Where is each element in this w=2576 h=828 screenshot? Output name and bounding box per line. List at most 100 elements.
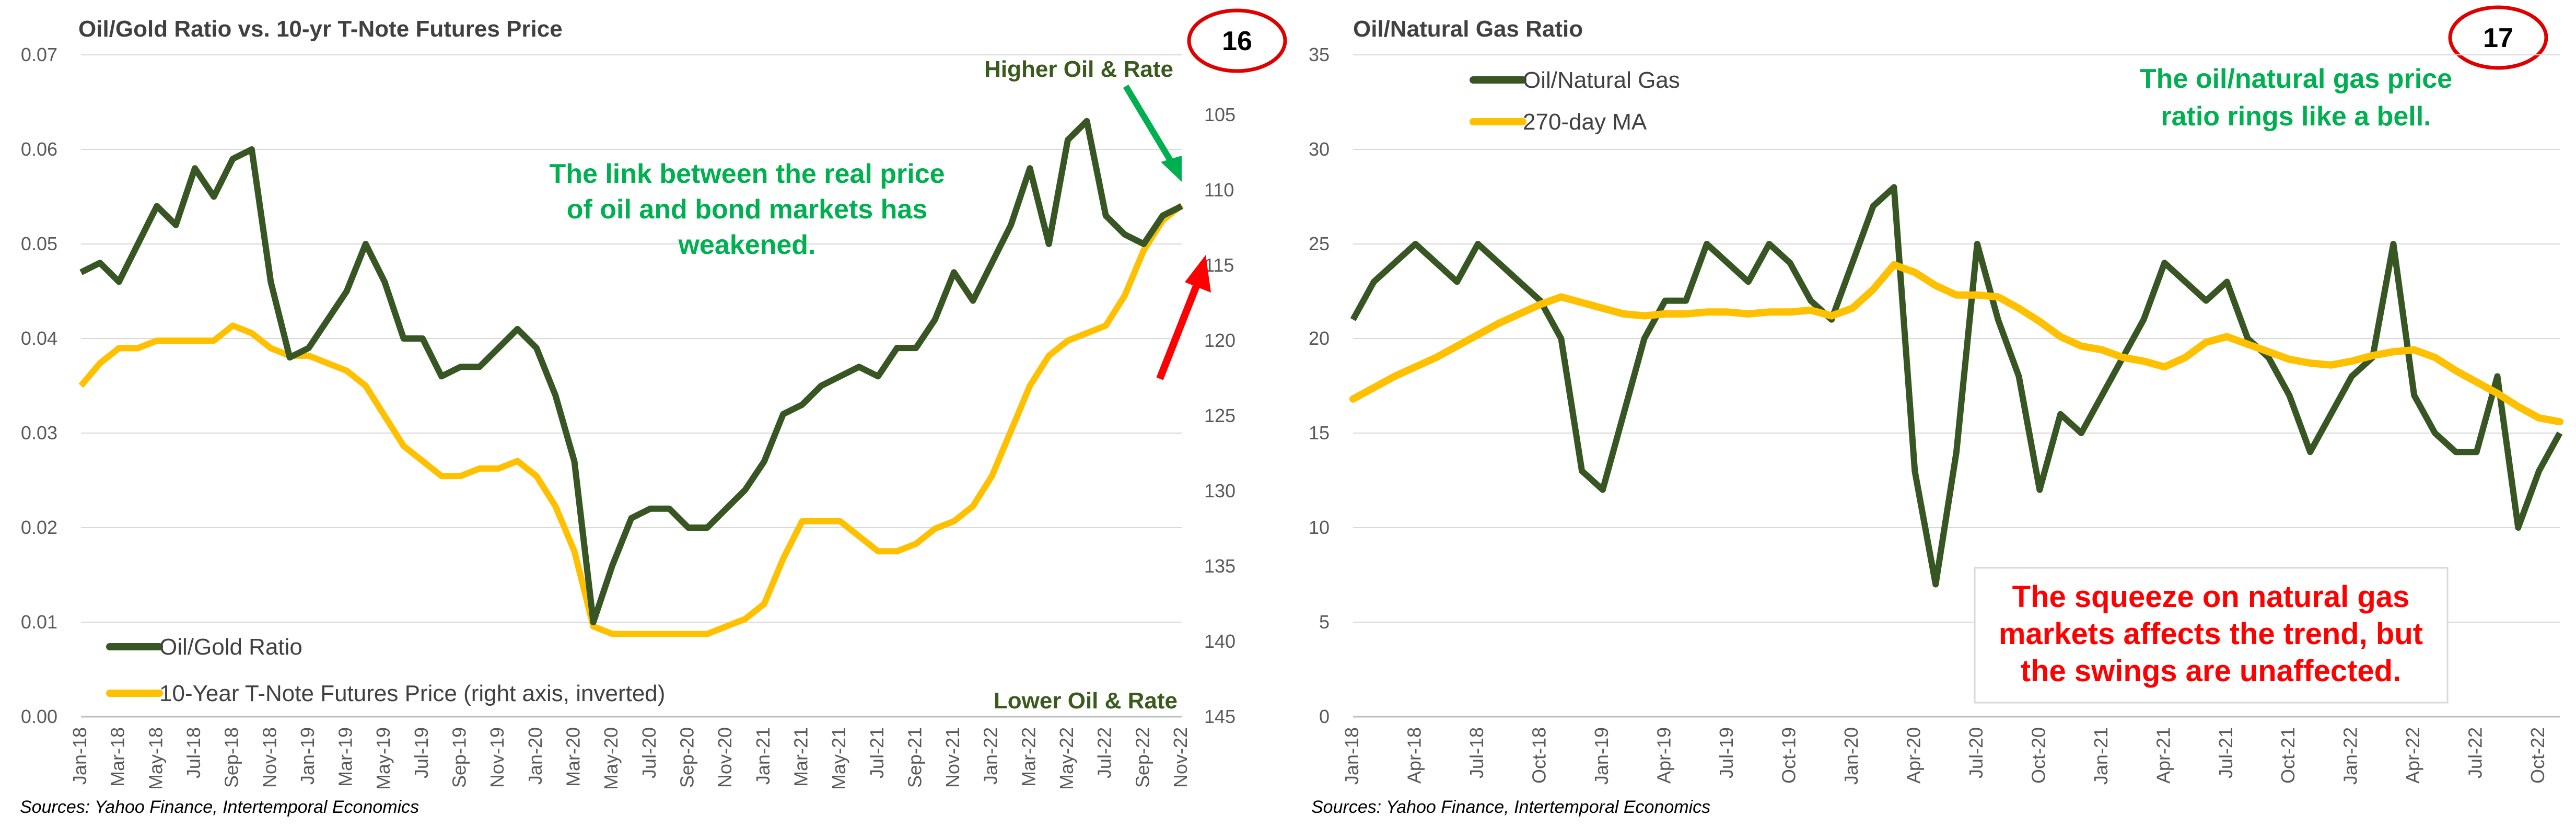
right-x-tick-label: Apr-18 [1403, 727, 1425, 784]
left-secondary-axis-ticks: 105 110 115 120 125 130 135 140 145 [1204, 104, 1235, 727]
right-x-tick-label: Jul-22 [2465, 727, 2486, 778]
left-x-tick-label: Jan-20 [524, 727, 546, 785]
left-x-tick-label: May-20 [600, 727, 622, 790]
right-x-tick-label: Apr-20 [1903, 727, 1924, 784]
left-x-tick-label: Mar-19 [335, 727, 356, 787]
left-x-tick-label: May-19 [372, 727, 394, 790]
left-y-tick-label: 0.06 [21, 138, 57, 160]
left-chart-title: Oil/Gold Ratio vs. 10-yr T-Note Futures … [78, 16, 563, 42]
left-badge: 16 [1187, 8, 1287, 73]
right-badge-number: 17 [2483, 23, 2513, 53]
left-x-tick-label: Mar-18 [107, 727, 129, 787]
left-x-tick-label: Nov-22 [1170, 727, 1191, 788]
right-x-tick-label: Jan-21 [2090, 727, 2112, 785]
left-x-tick-label: Jul-19 [411, 727, 432, 778]
right-x-tick-label: Jan-22 [2340, 727, 2361, 785]
left-x-tick-label: Mar-21 [790, 727, 811, 787]
left-x-tick-label: Jan-19 [297, 727, 318, 785]
squeeze-callout-box: The squeeze on natural gas markets affec… [1974, 567, 2449, 704]
left-y-tick-label: 0.03 [21, 422, 57, 444]
left-y-tick-label: 0.05 [21, 233, 57, 254]
right-x-tick-label: Jul-21 [2215, 727, 2236, 778]
right-source-note: Sources: Yahoo Finance, Intertemporal Ec… [1311, 797, 1710, 817]
annotation-bell-line-1: The oil/natural gas price [2140, 64, 2452, 94]
tnote-futures-line [78, 203, 1184, 637]
right-y-axis-ticks: 0 5 10 15 20 25 30 35 [1309, 44, 1330, 727]
left-x-tick-label: Jul-22 [1094, 727, 1115, 778]
left-secondary-tick-label: 105 [1204, 104, 1235, 125]
oil-natgas-panel: Oil/Natural Gas Ratio 17 05101520253035 … [1309, 5, 2563, 817]
right-x-tick-label: Jan-20 [1840, 727, 1862, 785]
red-arrow-shaft [1156, 281, 1202, 380]
right-y-tick-label: 25 [1309, 233, 1330, 254]
left-y-tick-label: 0.02 [21, 517, 57, 538]
right-chart-title: Oil/Natural Gas Ratio [1353, 16, 1583, 42]
right-y-tick-label: 35 [1309, 44, 1330, 65]
left-x-tick-label: May-21 [828, 727, 849, 790]
left-x-tick-label: Sep-20 [676, 727, 697, 788]
left-secondary-tick-label: 115 [1204, 254, 1234, 276]
left-x-tick-label: Nov-20 [714, 727, 736, 788]
legend-label-oil-gas: Oil/Natural Gas [1523, 67, 1680, 93]
legend-label-ma: 270-day MA [1523, 109, 1647, 135]
green-arrow-shaft [1123, 84, 1176, 167]
moving-average-line [1349, 261, 2563, 426]
left-legend: Oil/Gold Ratio 10-Year T-Note Futures Pr… [106, 634, 665, 706]
right-x-tick-label: Oct-18 [1528, 727, 1549, 784]
right-series [1349, 184, 2563, 588]
right-x-tick-label: Apr-21 [2152, 727, 2174, 784]
left-x-tick-label: Nov-19 [486, 727, 508, 788]
left-x-tick-label: Nov-21 [942, 727, 963, 788]
left-source-note: Sources: Yahoo Finance, Intertemporal Ec… [20, 797, 419, 817]
left-secondary-tick-label: 140 [1204, 631, 1235, 652]
right-x-tick-label: Jul-19 [1716, 727, 1737, 778]
annotation-squeeze-line-1: The squeeze on natural gas [2012, 580, 2410, 614]
right-badge-ring [2448, 5, 2548, 70]
left-secondary-tick-label: 135 [1204, 555, 1235, 577]
right-x-tick-label: Oct-21 [2277, 727, 2299, 784]
right-y-tick-label: 15 [1309, 422, 1330, 444]
left-y-tick-label: 0.01 [21, 611, 57, 633]
left-x-tick-label: May-22 [1056, 727, 1077, 790]
annotation-squeeze-line-2: markets affects the trend, but [1999, 617, 2423, 651]
right-x-tick-label: Jan-18 [1341, 727, 1362, 785]
right-badge: 17 [2448, 5, 2548, 70]
left-y-axis-ticks: 0.00 0.01 0.02 0.03 0.04 0.05 0.06 0.07 [21, 44, 57, 727]
right-y-tick-label: 20 [1309, 328, 1330, 349]
right-x-tick-label: Oct-19 [1778, 727, 1799, 784]
annotation-squeeze-line-3: the swings are unaffected. [2021, 654, 2401, 688]
oil-gold-panel: Oil/Gold Ratio vs. 10-yr T-Note Futures … [20, 8, 1287, 817]
right-x-axis-ticks: Jan-18 Apr-18 Jul-18 Oct-18 Jan-19 Apr-19 Jul-… [1341, 727, 2548, 785]
left-secondary-tick-label: 145 [1204, 706, 1235, 727]
left-x-tick-label: Jul-18 [183, 727, 204, 778]
squeeze-box-frame [1974, 567, 2449, 704]
left-series [78, 118, 1184, 637]
right-x-tick-label: Jul-20 [1965, 727, 1987, 778]
left-x-tick-label: Jul-20 [638, 727, 660, 778]
right-y-tick-label: 30 [1309, 138, 1330, 160]
left-x-tick-label: Jan-22 [980, 727, 1001, 785]
left-y-tick-label: 0.04 [21, 328, 57, 349]
left-badge-ring [1187, 8, 1287, 73]
left-x-tick-label: Mar-20 [563, 727, 584, 787]
left-x-tick-label: Jan-21 [752, 727, 774, 785]
right-x-tick-label: Oct-20 [2027, 727, 2049, 784]
right-y-tick-label: 5 [1319, 611, 1330, 633]
right-legend: Oil/Natural Gas 270-day MA [1470, 67, 1680, 135]
left-secondary-tick-label: 110 [1204, 179, 1234, 201]
legend-label-oil-gold: Oil/Gold Ratio [159, 634, 302, 660]
left-secondary-tick-label: 125 [1204, 405, 1235, 426]
right-x-tick-label: Jul-18 [1466, 727, 1487, 778]
annotation-bell-line-2: ratio rings like a bell. [2161, 101, 2431, 132]
left-x-axis-ticks: Jan-18 Mar-18 May-18 Jul-18 Sep-18 Nov-18 Jan-… [69, 727, 1191, 790]
left-x-tick-label: Jan-18 [69, 727, 90, 785]
left-x-tick-label: Nov-18 [259, 727, 280, 788]
left-x-tick-label: Mar-22 [1018, 727, 1039, 787]
right-y-tick-label: 0 [1319, 706, 1330, 727]
left-x-tick-label: Sep-22 [1132, 727, 1153, 788]
left-y-tick-label: 0.07 [21, 44, 57, 65]
right-x-tick-label: Apr-22 [2402, 727, 2423, 784]
left-secondary-tick-label: 130 [1204, 480, 1235, 502]
annotation-higher-oil-rate: Higher Oil & Rate [984, 56, 1173, 82]
